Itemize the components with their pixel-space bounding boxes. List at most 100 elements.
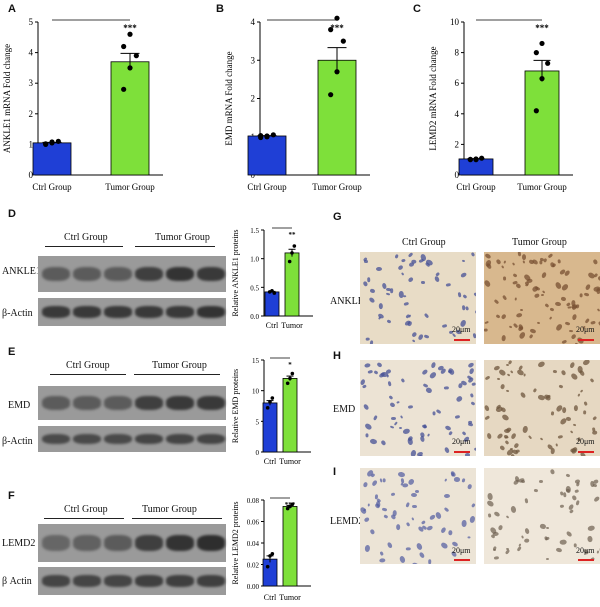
x-tick-label: Tumor <box>279 593 301 602</box>
cell-nucleus <box>467 422 473 428</box>
cell-nucleus <box>441 323 447 329</box>
cell-nucleus <box>473 292 476 297</box>
data-point <box>533 108 539 114</box>
cell-nucleus <box>574 499 580 506</box>
panel-label-e: E <box>8 346 16 358</box>
panel-label-f: F <box>8 490 15 502</box>
cell-nucleus <box>595 288 600 295</box>
ihc-image-ctrl-emd <box>360 360 476 456</box>
cell-nucleus <box>467 483 473 491</box>
cell-nucleus <box>414 490 420 494</box>
cell-nucleus <box>505 515 510 519</box>
cell-nucleus <box>583 410 587 414</box>
cell-nucleus <box>579 293 583 299</box>
bar-tumor <box>524 70 560 176</box>
cell-nucleus <box>360 506 368 515</box>
x-tick-label: Ctrl Group <box>247 182 287 192</box>
cell-nucleus <box>484 252 492 259</box>
cell-nucleus <box>495 432 504 440</box>
cell-nucleus <box>457 383 463 389</box>
y-tick-label: 3 <box>29 78 34 88</box>
data-point <box>265 406 270 410</box>
cell-nucleus <box>484 279 492 288</box>
cell-nucleus <box>461 430 467 436</box>
cell-nucleus <box>545 557 550 561</box>
cell-nucleus <box>426 524 434 531</box>
cell-nucleus <box>385 368 392 375</box>
cell-nucleus <box>560 369 567 376</box>
cell-nucleus <box>549 316 553 320</box>
cell-nucleus <box>402 428 411 435</box>
cell-nucleus <box>400 258 406 263</box>
ihc-row-label-lemd2: LEMD2 <box>330 516 364 527</box>
cell-nucleus <box>439 526 447 535</box>
cell-nucleus <box>553 369 558 373</box>
cell-nucleus <box>484 414 491 421</box>
blot-band <box>135 306 163 318</box>
bar-tumor <box>284 252 300 317</box>
cell-nucleus <box>574 489 579 494</box>
scale-bar <box>578 451 594 453</box>
cell-nucleus <box>423 334 430 339</box>
cell-nucleus <box>534 489 539 493</box>
cell-nucleus <box>566 473 571 478</box>
panel-label-h: H <box>333 350 341 362</box>
blot-band <box>135 575 163 587</box>
bar-ctrl <box>262 402 278 453</box>
chart-ankle1-protein: 0.0 0.5 1.0 1.5 Relative ANKLE1 proteins Ctrl… <box>231 227 313 330</box>
cell-nucleus <box>410 492 417 498</box>
data-point <box>288 504 292 509</box>
cell-nucleus <box>528 435 533 440</box>
x-tick-label: Ctrl Group <box>32 182 72 192</box>
cell-nucleus <box>371 472 376 478</box>
blot-band <box>73 306 101 318</box>
data-point <box>533 50 539 56</box>
cell-nucleus <box>559 540 567 546</box>
cell-nucleus <box>564 321 571 327</box>
cell-nucleus <box>484 404 491 412</box>
x-tick-label: Ctrl <box>266 321 279 330</box>
ihc-image-tumor-emd <box>484 360 600 456</box>
cell-nucleus <box>498 444 506 451</box>
cell-nucleus <box>573 404 578 411</box>
cell-nucleus <box>558 417 568 426</box>
cell-nucleus <box>432 411 436 416</box>
cell-nucleus <box>407 404 413 409</box>
cell-nucleus <box>546 526 550 530</box>
y-tick-label: 0.5 <box>250 284 259 292</box>
wb-d-actin-blot <box>38 298 226 326</box>
cell-nucleus <box>405 314 410 319</box>
cell-nucleus <box>522 425 529 434</box>
data-point <box>43 141 49 147</box>
cell-nucleus <box>443 478 448 483</box>
blot-band <box>42 396 70 410</box>
cell-nucleus <box>512 273 518 279</box>
chart-emd-protein: 0 5 10 15 Relative EMD proteins Ctrl Tumor * <box>231 357 311 466</box>
cell-nucleus <box>532 387 537 393</box>
cell-nucleus <box>384 514 389 519</box>
cell-nucleus <box>583 291 590 297</box>
cell-nucleus <box>506 373 511 378</box>
y-axis-label: ANKLE1 mRNA Fold change <box>2 44 12 153</box>
cell-nucleus <box>504 548 511 555</box>
bar-tumor <box>282 377 298 453</box>
ihc-image-ctrl-lemd2 <box>360 468 476 564</box>
data-point <box>270 396 275 400</box>
y-tick-label: 4 <box>455 109 460 119</box>
blot-band <box>197 306 225 318</box>
cell-nucleus <box>392 510 397 516</box>
bar-tumor <box>282 506 298 587</box>
cell-nucleus <box>461 259 466 263</box>
cell-nucleus <box>395 400 400 405</box>
cell-nucleus <box>514 297 517 301</box>
wb-f-tumor-line <box>132 518 222 519</box>
cell-nucleus <box>391 492 396 497</box>
x-tick-label: Tumor Group <box>517 182 567 192</box>
cell-nucleus <box>484 375 491 381</box>
bar-tumor <box>110 61 150 176</box>
cell-nucleus <box>502 259 506 264</box>
cell-nucleus <box>517 252 522 257</box>
scale-text-g-tumor: 20μm <box>576 325 595 334</box>
cell-nucleus <box>504 439 510 445</box>
data-point <box>258 133 264 139</box>
